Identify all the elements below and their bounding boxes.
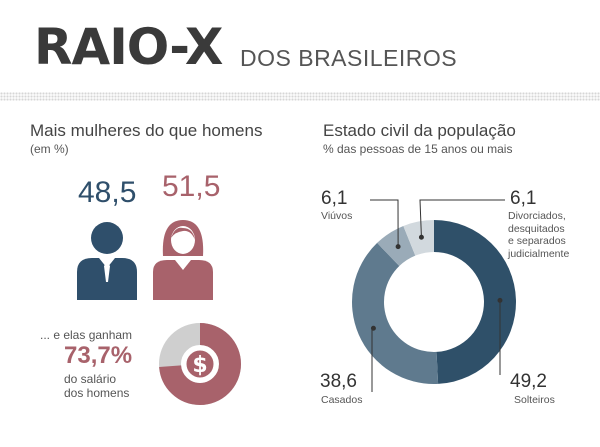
donut-slice-solteiros	[434, 220, 516, 384]
leader-line	[370, 199, 399, 247]
slice-label-divorciados-line: Divorciados,	[508, 210, 566, 222]
salary-ring: $	[159, 323, 241, 405]
slice-value-solteiros: 49,2	[510, 371, 547, 392]
civil-subtitle: % das pessoas de 15 anos ou mais	[323, 142, 513, 156]
slice-value-casados: 38,6	[320, 371, 357, 392]
slice-value-divorciados: 6,1	[510, 188, 537, 209]
dotted-divider	[0, 92, 600, 101]
donut-slice-casados	[352, 242, 439, 384]
slice-value-viuvos: 6,1	[321, 188, 348, 209]
slice-label-divorciados-line: judicialmente	[508, 247, 570, 260]
gender-title: Mais mulheres do que homens	[30, 121, 263, 140]
woman-icon	[153, 220, 213, 300]
dollar-icon: $	[183, 347, 217, 381]
man-icon	[77, 222, 137, 300]
leader-line	[371, 327, 374, 392]
salary-line1: ... e elas ganham	[40, 328, 133, 342]
women-value: 51,5	[162, 170, 221, 203]
civil-donut-chart	[352, 199, 516, 392]
svg-text:$: $	[192, 353, 207, 378]
slice-label-divorciados-line: desquitados	[508, 222, 565, 235]
gender-unit: (em %)	[30, 142, 69, 156]
slice-label-casados: Casados	[321, 394, 363, 406]
slice-label-divorciados-line: e separados	[508, 235, 566, 248]
slice-label-solteiros: Solteiros	[514, 394, 555, 406]
donut-slice-divorciados	[403, 220, 434, 256]
salary-line3: dos homens	[64, 386, 130, 400]
slice-label-divorciados: Divorciados, desquitados e separados jud…	[508, 210, 569, 260]
men-value: 48,5	[78, 176, 137, 209]
salary-value: 73,7%	[64, 342, 133, 369]
salary-ring-filled	[159, 323, 241, 405]
salary-line2: do salário	[64, 372, 117, 386]
leader-line	[419, 199, 505, 238]
slice-label-viuvos: Viúvos	[321, 210, 353, 222]
civil-title: Estado civil da população	[323, 121, 516, 140]
page-title: RAIO-X	[34, 18, 223, 76]
page-subtitle: DOS BRASILEIROS	[240, 45, 458, 71]
